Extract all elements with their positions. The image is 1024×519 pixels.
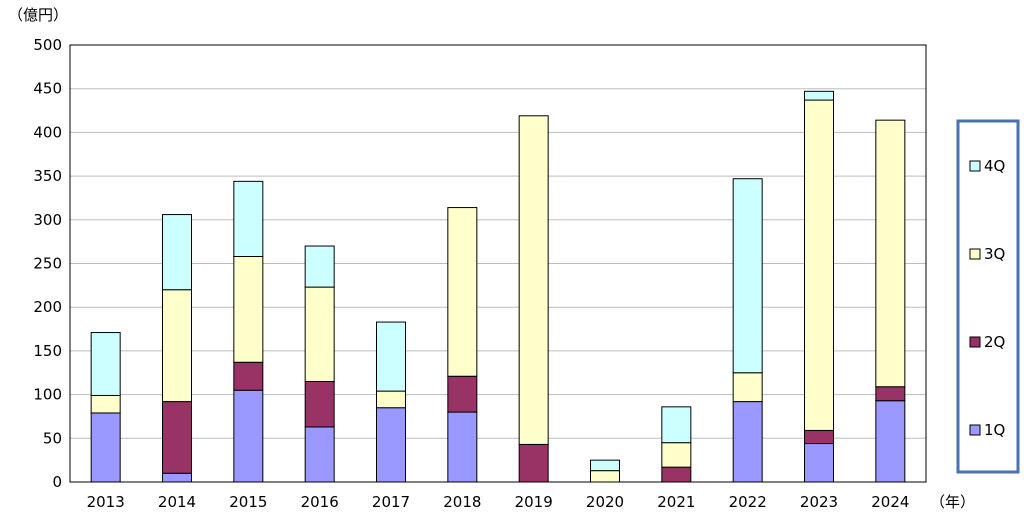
bar-4Q-2016: [304, 245, 335, 288]
x-unit-label: （年）: [930, 493, 975, 511]
bar-3Q-2023: [804, 99, 834, 431]
bar-3Q-2014: [162, 289, 192, 403]
bar-4Q-2014: [162, 214, 192, 291]
bar-2Q-2015: [233, 361, 264, 391]
legend-label-1Q: 1Q: [984, 421, 1005, 439]
bar-3Q-2013: [90, 394, 121, 414]
legend-label-2Q: 2Q: [984, 333, 1005, 351]
legend-swatch-4Q: [969, 160, 981, 172]
y-tick-label: 300: [33, 211, 62, 229]
bar-4Q-2020: [590, 459, 620, 472]
bar-1Q-2013: [90, 412, 121, 483]
bar-2Q-2019: [518, 443, 549, 483]
y-tick-label: 50: [43, 429, 62, 447]
bar-4Q-2017: [376, 321, 406, 392]
bar-2Q-2023: [804, 429, 834, 445]
y-tick-label: 0: [52, 473, 62, 491]
bar-2Q-2021: [661, 466, 692, 483]
bar-1Q-2016: [304, 426, 335, 483]
bar-2Q-2016: [304, 380, 335, 428]
bar-3Q-2024: [875, 119, 906, 388]
legend-label-4Q: 4Q: [984, 157, 1005, 175]
bar-2Q-2018: [447, 375, 478, 413]
legend-swatch-3Q: [969, 248, 981, 260]
x-tick-label: 2013: [87, 493, 125, 511]
y-tick-label: 450: [33, 80, 62, 98]
bar-2Q-2014: [162, 401, 192, 474]
x-tick-label: 2024: [871, 493, 909, 511]
x-tick-label: 2016: [301, 493, 339, 511]
x-tick-label: 2015: [229, 493, 267, 511]
bar-1Q-2015: [233, 389, 264, 483]
x-axis-ticks: 2013 2014 2015 2016 2017 2018 2019 2020 2021 2022…: [87, 493, 910, 511]
bar-3Q-2017: [376, 390, 406, 409]
bar-1Q-2022: [732, 401, 763, 483]
x-tick-label: 2017: [372, 493, 410, 511]
y-axis-ticks: 0 50 100 150 200 250 300 350 400 450 500: [33, 36, 62, 491]
legend: 4Q 3Q 2Q 1Q: [956, 119, 1020, 474]
bar-4Q-2013: [90, 332, 121, 396]
legend-label-3Q: 3Q: [984, 245, 1005, 263]
x-tick-label: 2022: [729, 493, 767, 511]
bar-4Q-2015: [233, 180, 264, 258]
bar-3Q-2016: [304, 286, 335, 382]
bar-3Q-2018: [447, 207, 478, 377]
legend-frame: [956, 119, 1020, 474]
y-tick-label: 150: [33, 342, 62, 360]
x-tick-label: 2023: [800, 493, 838, 511]
x-tick-label: 2021: [657, 493, 695, 511]
bar-3Q-2022: [732, 372, 763, 403]
y-tick-label: 400: [33, 123, 62, 141]
y-tick-label: 250: [33, 255, 62, 273]
gridlines: [70, 88, 926, 439]
bar-1Q-2014: [162, 472, 192, 483]
x-tick-label: 2019: [515, 493, 553, 511]
legend-swatch-1Q: [969, 424, 981, 436]
bar-3Q-2015: [233, 256, 264, 363]
x-tick-label: 2014: [158, 493, 196, 511]
bar-1Q-2023: [804, 443, 834, 483]
x-tick-label: 2018: [443, 493, 481, 511]
y-tick-label: 100: [33, 386, 62, 404]
bar-4Q-2023: [804, 90, 834, 101]
plot-area-frame: [69, 44, 927, 483]
bar-4Q-2021: [661, 406, 692, 444]
y-unit-label: （億円）: [8, 6, 68, 24]
y-tick-label: 200: [33, 298, 62, 316]
bar-3Q-2020: [590, 470, 620, 483]
bar-1Q-2024: [875, 400, 906, 483]
y-tick-label: 500: [33, 36, 62, 54]
bar-2Q-2024: [875, 386, 906, 402]
x-tick-label: 2020: [586, 493, 624, 511]
legend-swatch-2Q: [969, 336, 981, 348]
bar-3Q-2021: [661, 442, 692, 468]
bar-4Q-2022: [732, 178, 763, 374]
y-tick-label: 350: [33, 167, 62, 185]
bars: [90, 90, 906, 483]
bar-1Q-2017: [376, 407, 406, 483]
bar-3Q-2019: [518, 115, 549, 445]
bar-1Q-2018: [447, 411, 478, 483]
